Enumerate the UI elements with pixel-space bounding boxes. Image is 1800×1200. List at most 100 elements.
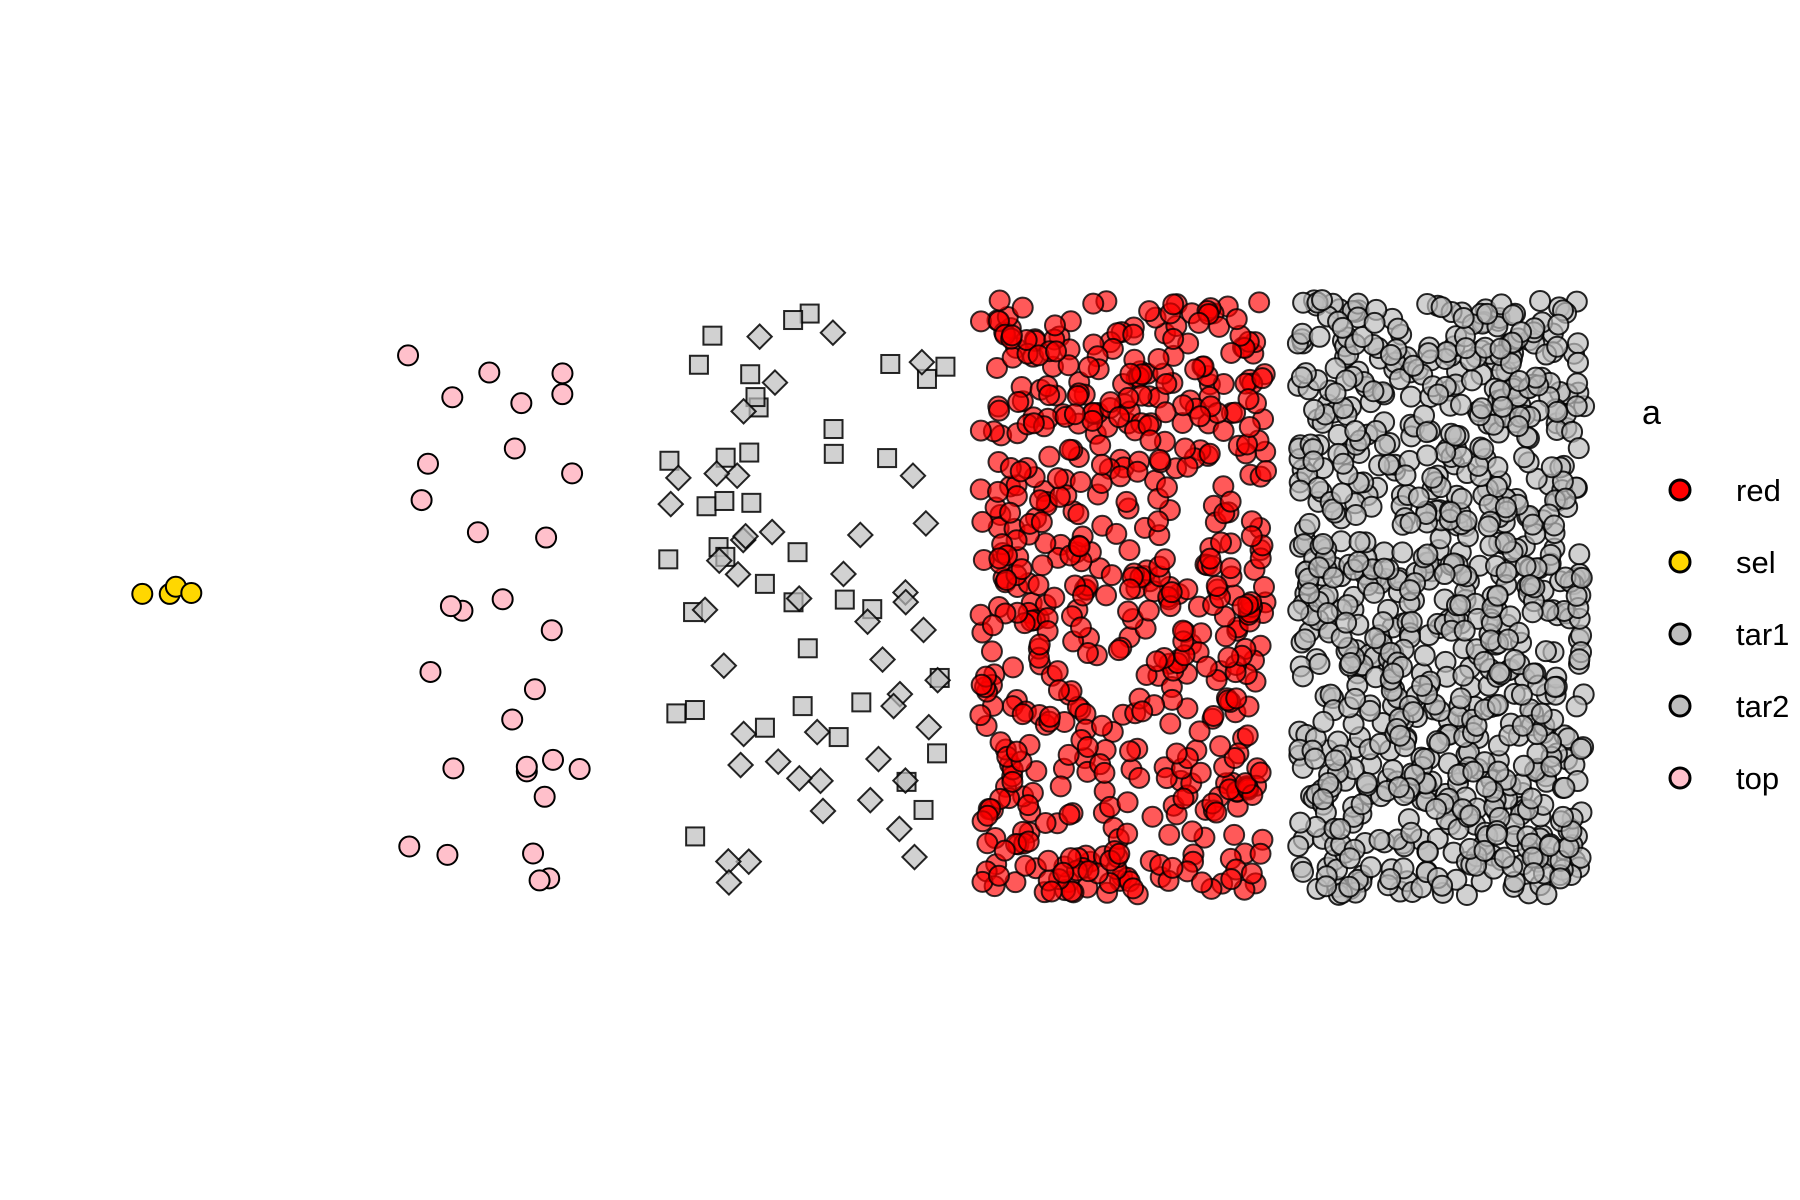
point-tar <box>715 868 743 897</box>
point-top <box>568 758 591 781</box>
point-tar1 <box>1507 415 1530 438</box>
point-red <box>1017 794 1040 817</box>
point-tar1 <box>1344 687 1367 710</box>
legend-key-tar1 <box>1668 622 1692 646</box>
point-tar <box>710 652 738 680</box>
point-top <box>561 462 584 485</box>
point-red <box>1231 595 1254 618</box>
point-tar1 <box>1475 775 1498 798</box>
point-red <box>969 704 992 727</box>
legend-title: a <box>1642 394 1661 432</box>
point-red <box>1202 704 1225 727</box>
point-red <box>999 501 1022 524</box>
point-red <box>1046 467 1069 490</box>
point-top <box>491 588 514 611</box>
point-tar <box>908 348 936 376</box>
point-red <box>1091 714 1114 737</box>
point-tar <box>785 764 813 792</box>
point-tar1 <box>1388 368 1411 391</box>
point-red <box>1122 877 1145 900</box>
point-red <box>1128 766 1151 789</box>
point-tar1 <box>1364 627 1387 650</box>
point-red <box>1251 367 1274 390</box>
point-tar1 <box>1421 466 1444 489</box>
point-red <box>987 480 1010 503</box>
point-tar1 <box>1411 674 1434 697</box>
point-red <box>981 614 1004 637</box>
point-red <box>1107 639 1130 662</box>
point-red <box>1017 830 1040 853</box>
point-tar1 <box>1399 385 1422 408</box>
point-tar1 <box>1522 662 1545 685</box>
point-tar <box>705 547 733 575</box>
point-tar1 <box>1534 640 1557 663</box>
point-top <box>501 708 524 731</box>
point-tar1 <box>1449 687 1472 710</box>
point-tar <box>735 848 763 876</box>
point-tar1 <box>1497 628 1520 651</box>
point-red <box>1219 557 1242 580</box>
point-tar1 <box>1363 311 1386 334</box>
point-tar1 <box>1373 557 1396 580</box>
point-tar <box>723 462 751 490</box>
point-tar1 <box>1459 804 1482 827</box>
point-top <box>528 869 551 892</box>
point-tar1 <box>1565 695 1588 718</box>
point-red <box>970 673 993 696</box>
point-red <box>1076 642 1099 665</box>
point-top <box>410 489 433 512</box>
point-sel <box>131 582 154 605</box>
point-tar <box>696 496 717 517</box>
point-red <box>1154 401 1177 424</box>
point-tar <box>754 573 775 594</box>
point-tar1 <box>1362 380 1385 403</box>
point-tar <box>915 713 943 741</box>
point-tar <box>659 450 680 471</box>
point-tar1 <box>1568 648 1591 671</box>
point-tar1 <box>1486 693 1509 716</box>
point-tar1 <box>1402 701 1425 724</box>
point-red <box>1022 412 1045 435</box>
point-tar1 <box>1416 543 1439 566</box>
point-tar1 <box>1513 446 1536 469</box>
point-red <box>1038 705 1061 728</box>
point-red <box>1155 372 1178 395</box>
point-tar1 <box>1566 332 1589 355</box>
point-tar1 <box>1485 475 1508 498</box>
point-top <box>533 785 556 808</box>
point-tar1 <box>1316 602 1339 625</box>
point-red <box>1190 871 1213 894</box>
point-tar1 <box>1543 675 1566 698</box>
point-red <box>1076 736 1099 759</box>
point-red <box>1057 743 1080 766</box>
point-tar <box>658 549 679 570</box>
legend-label-sel: sel <box>1736 545 1776 580</box>
point-red <box>1118 578 1141 601</box>
point-red <box>1007 390 1030 413</box>
point-red <box>1234 772 1257 795</box>
point-red <box>988 547 1011 570</box>
point-tar1 <box>1382 662 1405 685</box>
point-tar1 <box>1324 749 1347 772</box>
point-red <box>1249 842 1272 865</box>
point-red <box>1009 460 1032 483</box>
point-red <box>1248 291 1271 314</box>
point-red <box>1219 490 1242 513</box>
point-red <box>1188 720 1211 743</box>
point-tar <box>885 815 913 843</box>
point-top <box>540 619 563 642</box>
point-top <box>551 383 574 406</box>
point-red <box>1031 554 1054 577</box>
series-tar-diamond <box>657 319 952 897</box>
point-tar1 <box>1567 437 1590 460</box>
point-tar <box>685 826 706 847</box>
point-red <box>971 510 994 533</box>
point-tar1 <box>1338 875 1361 898</box>
point-red <box>1126 460 1149 483</box>
point-tar1 <box>1472 438 1495 461</box>
point-red <box>1147 347 1170 370</box>
point-tar1 <box>1324 382 1347 405</box>
point-tar1 <box>1335 611 1358 634</box>
point-top <box>535 526 558 549</box>
